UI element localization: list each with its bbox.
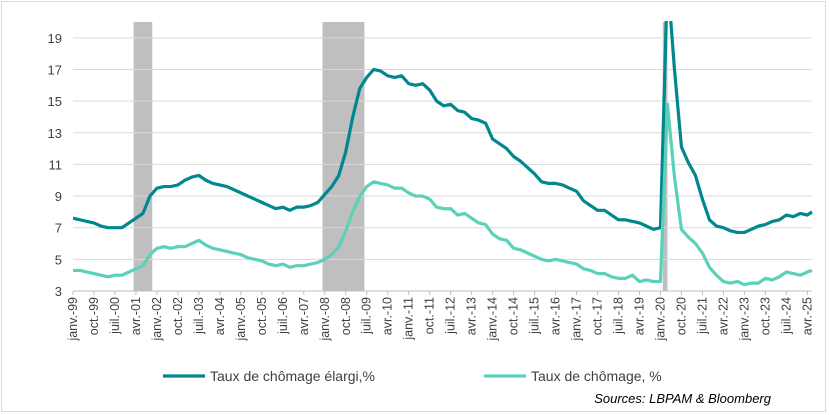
source-note: Sources: LBPAM & Bloomberg	[594, 391, 772, 406]
legend-label: Taux de chômage, %	[531, 368, 662, 384]
x-axis: janv.-99 oct.-99 juil.-00 avr.-01 janv.-02 oc…	[66, 290, 814, 342]
x-tick-label: oct.-08	[339, 297, 353, 335]
series-line-unemployment	[73, 102, 813, 287]
x-tick-label: juil.-21	[695, 297, 709, 335]
x-tick-label: juil.-15	[528, 297, 542, 335]
x-tick-label: avr.-04	[213, 297, 227, 335]
x-tick-label: oct.-14	[507, 297, 521, 335]
x-tick-label: avr.-25	[800, 297, 814, 335]
x-tick-label: janv.-23	[737, 297, 751, 342]
x-tick-label: juil.-12	[444, 297, 458, 335]
x-tick-label: oct.-99	[87, 297, 101, 335]
y-tick-label: 17	[48, 62, 62, 77]
x-tick-label: janv.-05	[234, 297, 248, 342]
x-tick-label: juil.-03	[192, 297, 206, 335]
y-tick-label: 11	[49, 157, 63, 172]
x-tick-label: janv.-17	[570, 297, 584, 342]
x-tick-label: juil.-00	[108, 297, 122, 335]
x-tick-label: janv.-11	[402, 297, 416, 341]
legend-label: Taux de chômage élargi,%	[210, 368, 375, 384]
x-tick-label: janv.-02	[150, 297, 164, 342]
x-tick-label: oct.-23	[758, 297, 772, 335]
y-tick-label: 19	[48, 31, 62, 46]
y-tick-label: 3	[55, 284, 62, 299]
x-tick-label: oct.-11	[423, 297, 437, 334]
x-tick-label: janv.-14	[486, 297, 500, 342]
x-tick-label: juil.-09	[360, 297, 374, 335]
x-tick-label: avr.-19	[632, 297, 646, 335]
x-tick-label: janv.-20	[653, 297, 667, 342]
x-tick-label: janv.-99	[66, 297, 80, 342]
y-tick-label: 15	[48, 94, 62, 109]
recession-bands	[133, 22, 668, 291]
y-tick-label: 13	[48, 126, 62, 141]
series-line-broad-unemployment	[73, 21, 813, 235]
x-tick-label: oct.-02	[171, 297, 185, 335]
x-tick-label: juil.-18	[612, 297, 626, 335]
y-tick-label: 7	[55, 221, 62, 236]
x-tick-label: avr.-07	[297, 297, 311, 335]
x-tick-label: avr.-10	[381, 297, 395, 335]
y-axis-ticks: 3 5 7 9 11 13 15 17 19	[48, 31, 62, 299]
x-tick-label: avr.-01	[129, 297, 143, 335]
x-tick-label: oct.-17	[591, 297, 605, 335]
y-tick-label: 9	[55, 189, 62, 204]
series-lines	[73, 21, 813, 287]
x-tick-label: avr.-22	[716, 297, 730, 335]
x-tick-label: juil.-06	[276, 297, 290, 335]
x-tick-label: juil.-24	[779, 297, 793, 335]
y-tick-label: 5	[55, 252, 62, 267]
x-tick-label: avr.-16	[549, 297, 563, 335]
x-tick-label: avr.-13	[465, 297, 479, 335]
x-tick-label: oct.-05	[255, 297, 269, 335]
recession-band-1	[133, 22, 153, 291]
x-tick-label: janv.-08	[318, 297, 332, 342]
x-tick-label: oct.-20	[674, 297, 688, 335]
legend: Taux de chômage élargi,% Taux de chômage,…	[163, 368, 662, 384]
